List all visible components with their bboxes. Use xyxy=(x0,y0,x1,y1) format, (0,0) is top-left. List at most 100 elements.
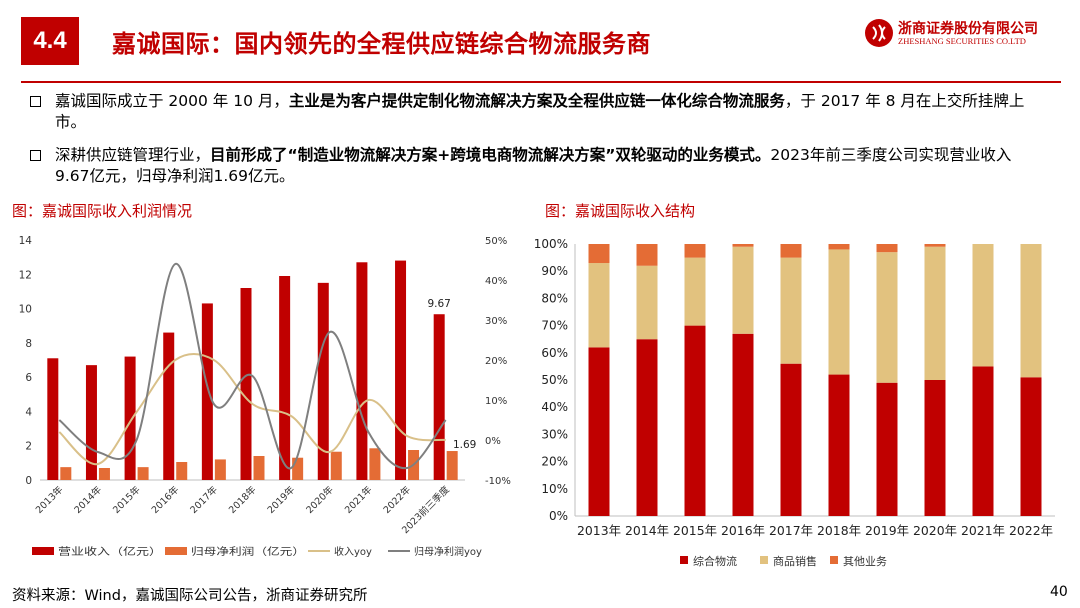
other-business-segment xyxy=(780,244,802,258)
bullet-2: 深耕供应链管理行业，目前形成了“制造业物流解决方案+跨境电商物流解决方案”双轮驱… xyxy=(30,145,1043,187)
logo-cn-text: 浙商证券股份有限公司 xyxy=(898,21,1038,37)
product-sales-segment xyxy=(972,244,994,367)
x-tick-label: 2018年 xyxy=(817,523,861,538)
y-tick-label: 40% xyxy=(541,400,568,414)
legend-swatch xyxy=(680,556,688,564)
net-profit-bar xyxy=(214,459,226,480)
x-tick-label: 2017年 xyxy=(769,523,813,538)
footer-source: 资料来源：Wind，嘉诚国际公司公告，浙商证券研究所 xyxy=(12,588,368,604)
revenue-bar xyxy=(85,365,97,480)
bullet-1-bold: 主业是为客户提供定制化物流解决方案及全程供应链一体化综合物流服务 xyxy=(288,92,785,110)
other-business-segment xyxy=(732,244,754,247)
x-tick-label: 2019年 xyxy=(265,483,298,516)
revenue-bar xyxy=(47,358,59,480)
left-y-tick-label: 6 xyxy=(25,372,32,384)
legend-label: 归母净利润（亿元） xyxy=(191,545,305,558)
logistics-segment xyxy=(684,325,706,516)
revenue-bar xyxy=(395,260,407,480)
revenue-structure-chart: 0% 10% 20% 30% 40% 50% 60% 70% 80% 90% 100% 2013年 20… xyxy=(534,237,1055,568)
logistics-segment xyxy=(588,347,610,516)
logistics-segment xyxy=(924,380,946,516)
right-y-tick-label: 30% xyxy=(485,316,507,327)
net-profit-bar xyxy=(60,467,72,480)
other-business-segment xyxy=(828,244,850,250)
section-number-badge: 4.4 xyxy=(21,17,79,65)
net-profit-bar xyxy=(176,462,188,480)
logistics-segment xyxy=(1020,377,1042,516)
legend-swatch xyxy=(32,547,54,555)
product-sales-segment xyxy=(1020,244,1042,378)
x-tick-label: 2014年 xyxy=(72,483,105,516)
left-y-tick-label: 10 xyxy=(19,304,32,316)
page-number: 40 xyxy=(1050,584,1068,600)
x-tick-label: 2014年 xyxy=(625,523,669,538)
revenue-bar xyxy=(279,276,291,480)
x-tick-label: 2016年 xyxy=(721,523,765,538)
legend-label: 收入yoy xyxy=(334,545,372,558)
x-tick-label: 2015年 xyxy=(110,483,143,516)
right-y-tick-label: 50% xyxy=(485,236,507,247)
left-y-tick-label: 12 xyxy=(19,269,32,281)
right-y-tick-label: 10% xyxy=(485,396,507,407)
product-sales-segment xyxy=(780,257,802,364)
net-profit-bar xyxy=(330,451,342,480)
x-tick-label: 2013年 xyxy=(577,523,621,538)
net-profit-bar xyxy=(292,457,304,480)
legend-swatch xyxy=(165,547,187,555)
legend-swatch xyxy=(830,556,838,564)
other-business-segment xyxy=(588,244,610,264)
left-y-tick-label: 2 xyxy=(25,441,32,453)
page-title: 嘉诚国际：国内领先的全程供应链综合物流服务商 xyxy=(112,30,651,58)
left-y-tick-label: 8 xyxy=(25,338,32,350)
x-tick-label: 2021年 xyxy=(342,483,375,516)
logistics-segment xyxy=(732,333,754,516)
y-tick-label: 80% xyxy=(541,291,568,305)
net-profit-bar xyxy=(137,467,149,480)
y-tick-label: 0% xyxy=(549,509,568,523)
net-profit-bar xyxy=(369,448,381,480)
legend-label: 商品销售 xyxy=(773,554,817,568)
x-tick-label: 2022年 xyxy=(1009,523,1053,538)
left-y-tick-label: 0 xyxy=(25,475,32,487)
product-sales-segment xyxy=(588,263,610,348)
x-tick-label: 2019年 xyxy=(865,523,909,538)
revenue-bar xyxy=(317,282,329,480)
logo-en-text: ZHESHANG SECURITIES CO.LTD xyxy=(898,36,1026,46)
y-tick-label: 60% xyxy=(541,346,568,360)
right-y-tick-label: 0% xyxy=(485,436,501,447)
zheshang-logo-icon xyxy=(865,19,893,47)
bullet-1-pre: 嘉诚国际成立于 2000 年 10 月， xyxy=(55,92,289,110)
product-sales-segment xyxy=(924,246,946,380)
revenue-bar xyxy=(163,332,175,480)
bullet-2-pre: 深耕供应链管理行业， xyxy=(55,146,211,164)
revenue-bar xyxy=(240,288,252,480)
data-label: 1.69 xyxy=(453,439,476,451)
product-sales-segment xyxy=(828,249,850,375)
net-profit-yoy-line xyxy=(58,262,447,470)
legend-swatch xyxy=(760,556,768,564)
y-tick-label: 50% xyxy=(541,373,568,387)
legend-label: 归母净利润yoy xyxy=(414,545,482,558)
y-tick-label: 20% xyxy=(541,455,568,469)
logistics-segment xyxy=(828,374,850,516)
bullet-2-post: 2023年前三季度公司实现营业收入9.67亿元，归母净利润1.69亿元。 xyxy=(55,146,1012,185)
logistics-segment xyxy=(972,366,994,516)
logistics-segment xyxy=(876,382,898,516)
y-tick-label: 90% xyxy=(541,264,568,278)
bullet-1-post: ，于 2017 年 8 月在上交所挂牌上市。 xyxy=(55,92,1025,131)
product-sales-segment xyxy=(684,257,706,326)
right-y-tick-label: -10% xyxy=(485,476,511,487)
x-tick-label: 2020年 xyxy=(913,523,957,538)
company-logo: 浙商证券股份有限公司 ZHESHANG SECURITIES CO.LTD xyxy=(864,16,1064,52)
bullet-2-bold: 目前形成了“制造业物流解决方案+跨境电商物流解决方案”双轮驱动的业务模式。 xyxy=(210,146,771,164)
revenue-bar xyxy=(201,303,213,480)
x-tick-label: 2015年 xyxy=(673,523,717,538)
chart1-title: 图：嘉诚国际收入利润情况 xyxy=(12,202,193,220)
product-sales-segment xyxy=(876,252,898,383)
revenue-bar xyxy=(433,314,445,480)
x-tick-label: 2016年 xyxy=(149,483,182,516)
revenue-profit-chart: 0 2 4 6 8 10 12 14 -10% 0% 10% 20% 30% 40% 50% 9.67 1.69… xyxy=(19,235,511,558)
legend-label: 营业收入（亿元） xyxy=(58,545,162,558)
y-tick-label: 70% xyxy=(541,319,568,333)
left-y-tick-label: 4 xyxy=(25,406,32,418)
